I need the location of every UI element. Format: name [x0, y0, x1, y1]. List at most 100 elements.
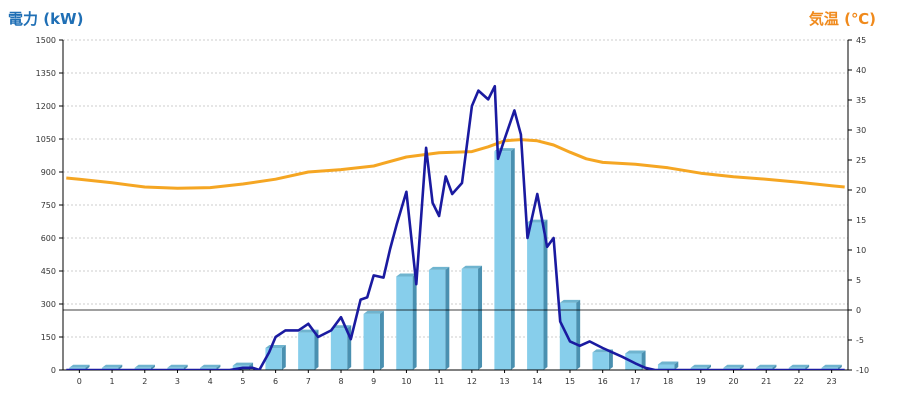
left-tick-label: 1200: [36, 102, 56, 111]
bar-top: [101, 364, 123, 368]
x-tick-label: 17: [630, 377, 640, 386]
right-tick-label: 35: [856, 96, 866, 105]
bar-top: [69, 364, 90, 368]
x-tick-label: 10: [401, 377, 411, 386]
bar-top: [232, 362, 254, 366]
bar-top: [723, 364, 744, 368]
left-tick-label: 1350: [36, 69, 56, 78]
bar-hour-12: [461, 265, 483, 370]
bar-face: [527, 222, 544, 370]
bar-side: [543, 219, 548, 370]
bar-side: [576, 299, 581, 370]
right-axis-title: 気温 (℃): [808, 10, 876, 28]
left-tick-label: 750: [41, 201, 56, 210]
left-tick-label: 0: [51, 366, 56, 375]
x-tick-label: 12: [467, 377, 477, 386]
bar-face: [396, 276, 413, 370]
bar-hour-9: [363, 310, 384, 370]
bar-hour-11: [428, 266, 450, 370]
bar-top: [134, 364, 155, 368]
x-tick-label: 0: [77, 377, 82, 386]
temperature-line: [66, 138, 845, 190]
bar-hour-6: [265, 345, 286, 370]
left-tick-label: 1500: [36, 36, 56, 45]
bar-side: [674, 361, 679, 370]
right-tick-label: 5: [856, 276, 861, 285]
bar-face: [330, 328, 348, 370]
x-tick-label: 22: [794, 377, 804, 386]
left-tick-label: 900: [41, 168, 56, 177]
bar-hour-15: [559, 299, 581, 370]
x-tick-label: 13: [499, 377, 509, 386]
right-tick-label: 0: [856, 306, 861, 315]
bar-side: [445, 266, 450, 370]
x-tick-label: 3: [175, 377, 180, 386]
right-tick-label: -5: [856, 336, 864, 345]
right-tick-label: 40: [856, 66, 866, 75]
right-tick-label: 10: [856, 246, 866, 255]
left-tick-label: 150: [41, 333, 56, 342]
bar-hour-7: [298, 329, 319, 370]
x-tick-label: 23: [827, 377, 837, 386]
bar-face: [298, 332, 315, 370]
bar-face: [265, 348, 282, 370]
bar-face: [428, 269, 446, 370]
bar-side: [314, 329, 319, 370]
bar-face: [363, 313, 380, 370]
right-tick-label: 30: [856, 126, 866, 135]
x-tick-label: 9: [371, 377, 376, 386]
x-tick-label: 18: [663, 377, 673, 386]
bar-side: [510, 148, 515, 370]
bar-hour-14: [527, 219, 548, 370]
bar-side: [281, 345, 286, 370]
x-tick-label: 16: [598, 377, 608, 386]
bar-top: [657, 361, 679, 365]
right-tick-label: -10: [856, 366, 869, 375]
right-tick-label: 20: [856, 186, 866, 195]
bar-hour-18: [657, 361, 679, 370]
power-line: [66, 84, 845, 370]
left-tick-label: 450: [41, 267, 56, 276]
x-tick-label: 2: [142, 377, 147, 386]
left-tick-label: 600: [41, 234, 56, 243]
bar-top: [625, 350, 646, 354]
bar-hour-16: [592, 349, 613, 370]
bar-top: [428, 266, 450, 270]
bar-face: [592, 352, 609, 370]
bar-top: [200, 364, 221, 368]
bar-hour-13: [494, 148, 515, 370]
bar-side: [412, 273, 417, 370]
right-tick-label: 45: [856, 36, 866, 45]
x-tick-label: 8: [338, 377, 343, 386]
left-tick-label: 1050: [36, 135, 56, 144]
bar-side: [379, 310, 384, 370]
x-tick-label: 6: [273, 377, 278, 386]
x-tick-label: 4: [208, 377, 213, 386]
bar-top: [461, 265, 483, 269]
bar-top: [821, 364, 842, 368]
bar-top: [396, 273, 417, 277]
x-tick-label: 5: [240, 377, 245, 386]
bar-face: [657, 364, 675, 370]
bar-top: [167, 364, 188, 368]
x-tick-label: 21: [761, 377, 771, 386]
x-tick-label: 11: [434, 377, 444, 386]
bar-top: [756, 364, 777, 368]
bar-face: [494, 151, 511, 370]
x-tick-label: 19: [696, 377, 706, 386]
bar-top: [690, 364, 711, 368]
x-tick-label: 1: [110, 377, 115, 386]
bar-side: [608, 349, 613, 370]
x-tick-label: 20: [728, 377, 738, 386]
bar-top: [559, 299, 581, 303]
bar-side: [478, 265, 483, 370]
right-tick-label: 15: [856, 216, 866, 225]
left-tick-label: 300: [41, 300, 56, 309]
x-tick-label: 14: [532, 377, 542, 386]
x-tick-label: 15: [565, 377, 575, 386]
bar-top: [363, 310, 384, 314]
bar-top: [788, 364, 810, 368]
right-tick-label: 25: [856, 156, 866, 165]
